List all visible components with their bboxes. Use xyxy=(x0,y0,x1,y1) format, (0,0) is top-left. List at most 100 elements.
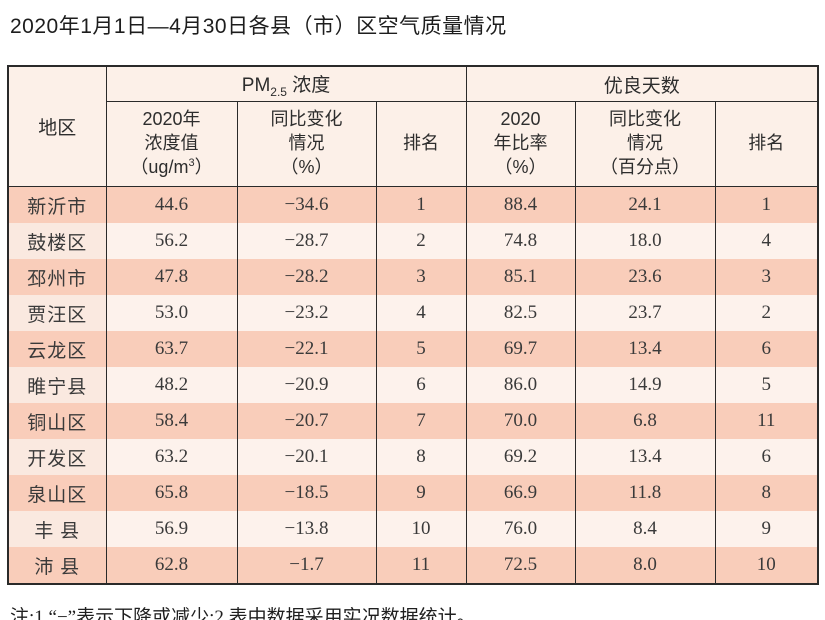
days-rank-cell: 8 xyxy=(714,475,819,511)
pm25-label-suffix: 浓度 xyxy=(286,74,331,96)
table-body: 新沂市 44.6 −34.6 1 88.4 24.1 1 鼓楼区 56.2 −28.7 2 74.8 1… xyxy=(7,186,819,584)
pm-rank-cell: 5 xyxy=(375,331,467,367)
header-region: 地区 xyxy=(7,66,107,187)
header-pm-rank: 排名 xyxy=(375,101,467,187)
pm-value-cell: 63.7 xyxy=(105,331,238,367)
header-days-change-line1: 同比变化 xyxy=(609,109,682,130)
header-days-change-line2: 情况 xyxy=(627,133,664,154)
pm-value-cell: 56.9 xyxy=(105,511,238,547)
header-days-rank: 排名 xyxy=(714,101,819,187)
days-change-cell: 13.4 xyxy=(574,439,716,475)
days-ratio-cell: 85.1 xyxy=(465,259,576,295)
region-cell: 铜山区 xyxy=(7,403,107,439)
header-pm-value-line2: 浓度值 xyxy=(144,133,199,154)
pm-change-cell: −1.7 xyxy=(236,547,377,584)
pm-change-cell: −13.8 xyxy=(236,511,377,547)
pm-value-cell: 44.6 xyxy=(105,186,238,223)
days-rank-cell: 3 xyxy=(714,259,819,295)
pm25-label-subscript: 2.5 xyxy=(270,84,287,99)
days-ratio-cell: 74.8 xyxy=(465,223,576,259)
pm-rank-cell: 1 xyxy=(375,186,467,223)
pm-change-cell: −20.1 xyxy=(236,439,377,475)
pm-change-cell: −22.1 xyxy=(236,331,377,367)
days-rank-cell: 2 xyxy=(714,295,819,331)
pm-rank-cell: 9 xyxy=(375,475,467,511)
pm25-label-prefix: PM xyxy=(241,74,271,96)
header-pm-value-unit: （ug/m3） xyxy=(107,156,236,180)
table-header: 地区 PM2.5 浓度 优良天数 2020年 浓度值 （ug/m3） 同比变化 … xyxy=(7,66,819,187)
pm-change-cell: −34.6 xyxy=(236,186,377,223)
pm-rank-cell: 7 xyxy=(375,403,467,439)
table-row: 泉山区 65.8 −18.5 9 66.9 11.8 8 xyxy=(7,475,819,511)
pm-value-cell: 56.2 xyxy=(105,223,238,259)
days-change-cell: 6.8 xyxy=(574,403,716,439)
header-group-pm25: PM2.5 浓度 xyxy=(105,66,467,102)
pm-rank-cell: 3 xyxy=(375,259,467,295)
days-rank-cell: 1 xyxy=(714,186,819,223)
pm-value-cell: 62.8 xyxy=(105,547,238,584)
pm-value-cell: 47.8 xyxy=(105,259,238,295)
header-days-ratio-line1: 2020 xyxy=(500,109,541,130)
days-change-cell: 8.0 xyxy=(574,547,716,584)
pm-change-cell: −20.7 xyxy=(236,403,377,439)
pm-rank-cell: 8 xyxy=(375,439,467,475)
days-change-cell: 24.1 xyxy=(574,186,716,223)
footnote: 注:1.“−”表示下降或减少;2.表中数据采用实况数据统计。 xyxy=(10,607,476,620)
header-pm-value: 2020年 浓度值 （ug/m3） xyxy=(105,101,238,187)
pm-value-cell: 48.2 xyxy=(105,367,238,403)
pm-change-cell: −18.5 xyxy=(236,475,377,511)
table-row: 沛 县 62.8 −1.7 11 72.5 8.0 10 xyxy=(7,547,819,584)
region-cell: 云龙区 xyxy=(7,331,107,367)
table-row: 邳州市 47.8 −28.2 3 85.1 23.6 3 xyxy=(7,259,819,295)
days-rank-cell: 11 xyxy=(714,403,819,439)
page-title: 2020年1月1日—4月30日各县（市）区空气质量情况 xyxy=(10,15,507,38)
days-change-cell: 23.6 xyxy=(574,259,716,295)
pm-change-cell: −20.9 xyxy=(236,367,377,403)
table-row: 开发区 63.2 −20.1 8 69.2 13.4 6 xyxy=(7,439,819,475)
days-ratio-cell: 86.0 xyxy=(465,367,576,403)
pm-value-cell: 63.2 xyxy=(105,439,238,475)
header-days-ratio-line3: （%） xyxy=(494,156,547,177)
pm-rank-cell: 6 xyxy=(375,367,467,403)
header-pm-change-line3: （%） xyxy=(280,156,333,177)
pm-change-cell: −23.2 xyxy=(236,295,377,331)
region-cell: 鼓楼区 xyxy=(7,223,107,259)
region-cell: 贾汪区 xyxy=(7,295,107,331)
table-row: 新沂市 44.6 −34.6 1 88.4 24.1 1 xyxy=(7,186,819,223)
table-row: 睢宁县 48.2 −20.9 6 86.0 14.9 5 xyxy=(7,367,819,403)
days-change-cell: 11.8 xyxy=(574,475,716,511)
days-ratio-cell: 69.2 xyxy=(465,439,576,475)
table-row: 贾汪区 53.0 −23.2 4 82.5 23.7 2 xyxy=(7,295,819,331)
table-row: 云龙区 63.7 −22.1 5 69.7 13.4 6 xyxy=(7,331,819,367)
header-days-change: 同比变化 情况 （百分点） xyxy=(574,101,716,187)
pm-rank-cell: 10 xyxy=(375,511,467,547)
days-rank-cell: 10 xyxy=(714,547,819,584)
header-days-ratio-line2: 年比率 xyxy=(493,133,548,154)
days-change-cell: 23.7 xyxy=(574,295,716,331)
days-ratio-cell: 69.7 xyxy=(465,331,576,367)
header-pm-value-line1: 2020年 xyxy=(142,109,201,130)
days-rank-cell: 5 xyxy=(714,367,819,403)
pm-rank-cell: 11 xyxy=(375,547,467,584)
pm-change-cell: −28.7 xyxy=(236,223,377,259)
header-days-change-line3: （百分点） xyxy=(600,156,691,177)
days-ratio-cell: 82.5 xyxy=(465,295,576,331)
pm-change-cell: −28.2 xyxy=(236,259,377,295)
days-change-cell: 14.9 xyxy=(574,367,716,403)
region-cell: 新沂市 xyxy=(7,186,107,223)
table-row: 鼓楼区 56.2 −28.7 2 74.8 18.0 4 xyxy=(7,223,819,259)
days-ratio-cell: 66.9 xyxy=(465,475,576,511)
header-pm-change: 同比变化 情况 （%） xyxy=(236,101,377,187)
days-rank-cell: 4 xyxy=(714,223,819,259)
days-rank-cell: 6 xyxy=(714,439,819,475)
unit-prefix: （ug/m xyxy=(130,156,189,177)
region-cell: 泉山区 xyxy=(7,475,107,511)
table-row: 铜山区 58.4 −20.7 7 70.0 6.8 11 xyxy=(7,403,819,439)
air-quality-table: 地区 PM2.5 浓度 优良天数 2020年 浓度值 （ug/m3） 同比变化 … xyxy=(7,65,820,585)
days-ratio-cell: 88.4 xyxy=(465,186,576,223)
region-cell: 开发区 xyxy=(7,439,107,475)
header-pm-change-line1: 同比变化 xyxy=(270,109,343,130)
unit-suffix: ） xyxy=(194,156,213,177)
region-cell: 沛 县 xyxy=(7,547,107,584)
